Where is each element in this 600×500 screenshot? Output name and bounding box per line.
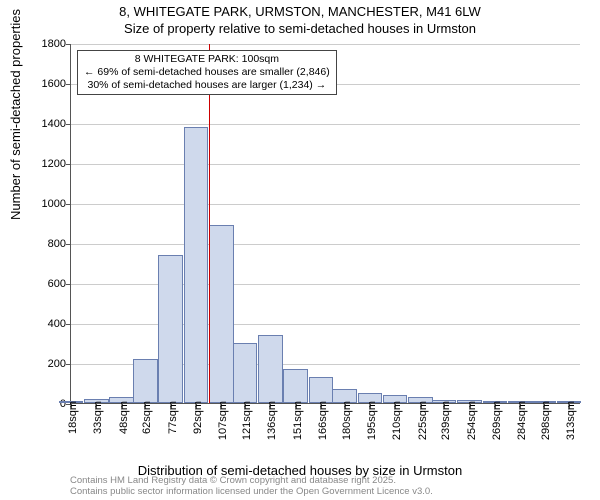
chart-title-block: 8, WHITEGATE PARK, URMSTON, MANCHESTER, …	[0, 0, 600, 38]
x-tick-label: 239sqm	[440, 401, 452, 451]
gridline	[71, 244, 580, 245]
x-tick-label: 298sqm	[540, 401, 552, 451]
credits: Contains HM Land Registry data © Crown c…	[70, 476, 590, 498]
histogram-bar	[309, 377, 333, 403]
histogram-bar	[209, 225, 233, 403]
histogram-bar	[258, 335, 282, 403]
gridline	[71, 164, 580, 165]
gridline	[71, 284, 580, 285]
y-axis-label: Number of semi-detached properties	[8, 9, 23, 220]
gridline	[71, 204, 580, 205]
x-tick-label: 33sqm	[92, 401, 104, 451]
annotation-box: 8 WHITEGATE PARK: 100sqm← 69% of semi-de…	[77, 50, 337, 95]
gridline	[71, 124, 580, 125]
x-tick-label: 254sqm	[466, 401, 478, 451]
y-tick-label: 1000	[26, 198, 66, 210]
y-tick-label: 1400	[26, 118, 66, 130]
reference-line	[209, 44, 210, 403]
credit-line2: Contains public sector information licen…	[70, 487, 590, 498]
x-tick-label: 107sqm	[217, 401, 229, 451]
x-tick-label: 180sqm	[341, 401, 353, 451]
y-tick-label: 0	[26, 398, 66, 410]
histogram-bar	[158, 255, 182, 403]
histogram-bar	[184, 127, 208, 403]
x-tick-label: 166sqm	[317, 401, 329, 451]
y-tick-label: 1200	[26, 158, 66, 170]
y-tick-label: 800	[26, 238, 66, 250]
x-tick-label: 121sqm	[241, 401, 253, 451]
y-tick-label: 600	[26, 278, 66, 290]
x-tick-label: 62sqm	[141, 401, 153, 451]
x-tick-label: 92sqm	[192, 401, 204, 451]
y-tick-label: 200	[26, 358, 66, 370]
y-tick-mark	[66, 324, 71, 325]
y-tick-mark	[66, 164, 71, 165]
annotation-line1: 8 WHITEGATE PARK: 100sqm	[84, 53, 330, 66]
annotation-line2: ← 69% of semi-detached houses are smalle…	[84, 66, 330, 79]
y-tick-mark	[66, 84, 71, 85]
y-tick-label: 1800	[26, 38, 66, 50]
y-tick-mark	[66, 244, 71, 245]
x-tick-label: 77sqm	[167, 401, 179, 451]
y-tick-label: 1600	[26, 78, 66, 90]
chart-area: 02004006008001000120014001600180018sqm33…	[70, 44, 580, 404]
gridline	[71, 324, 580, 325]
x-tick-label: 284sqm	[516, 401, 528, 451]
plot-region: 02004006008001000120014001600180018sqm33…	[70, 44, 580, 404]
histogram-bar	[283, 369, 307, 403]
y-tick-label: 400	[26, 318, 66, 330]
x-tick-label: 151sqm	[292, 401, 304, 451]
x-tick-label: 136sqm	[266, 401, 278, 451]
x-tick-label: 313sqm	[565, 401, 577, 451]
title-line1: 8, WHITEGATE PARK, URMSTON, MANCHESTER, …	[0, 4, 600, 21]
title-line2: Size of property relative to semi-detach…	[0, 21, 600, 38]
y-tick-mark	[66, 204, 71, 205]
y-tick-mark	[66, 44, 71, 45]
annotation-line3: 30% of semi-detached houses are larger (…	[84, 79, 330, 92]
gridline	[71, 44, 580, 45]
x-tick-label: 48sqm	[118, 401, 130, 451]
histogram-bar	[233, 343, 257, 403]
x-tick-label: 269sqm	[491, 401, 503, 451]
x-tick-label: 195sqm	[366, 401, 378, 451]
y-tick-mark	[66, 284, 71, 285]
y-tick-mark	[66, 124, 71, 125]
x-tick-label: 210sqm	[391, 401, 403, 451]
x-tick-label: 18sqm	[67, 401, 79, 451]
histogram-bar	[133, 359, 157, 403]
y-tick-mark	[66, 364, 71, 365]
x-tick-label: 225sqm	[417, 401, 429, 451]
